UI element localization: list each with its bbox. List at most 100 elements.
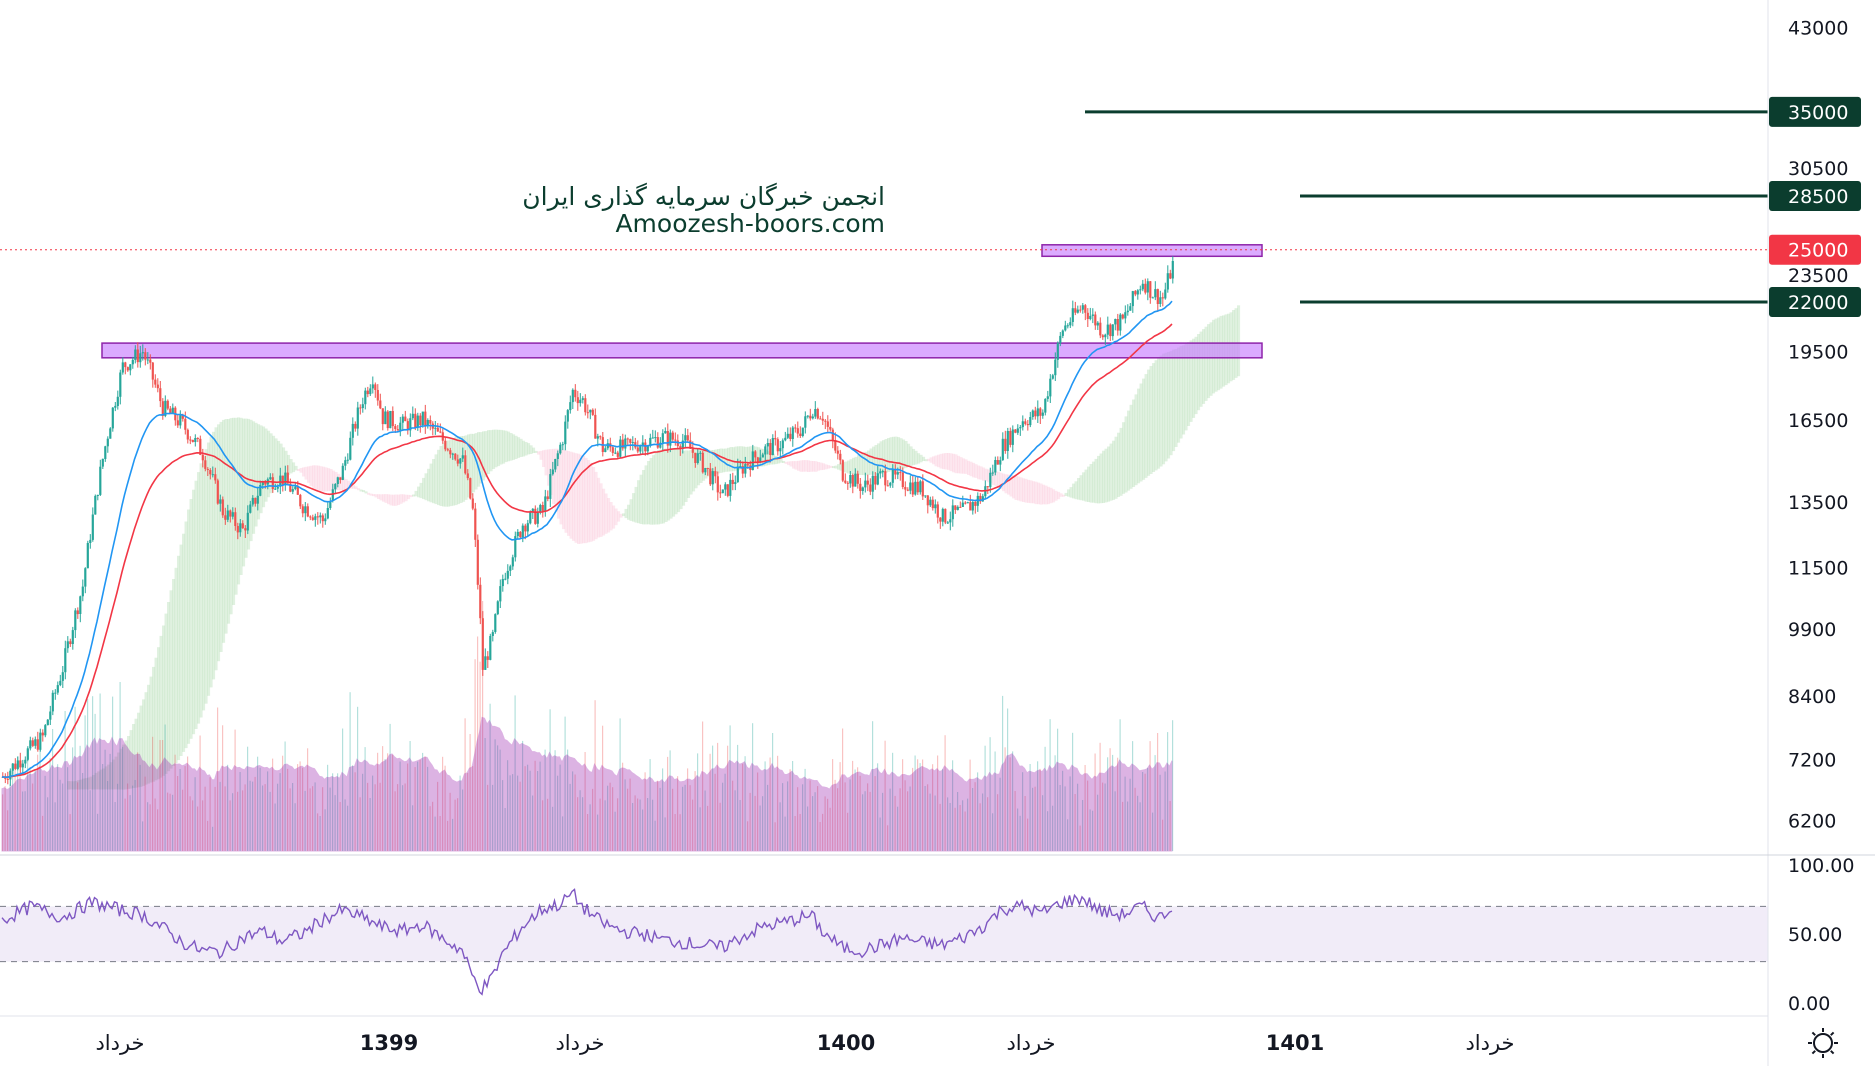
candle-body bbox=[466, 473, 469, 479]
candle-body bbox=[1059, 335, 1062, 344]
volume-bar bbox=[799, 814, 801, 851]
cloud-segment bbox=[689, 450, 693, 495]
volume-bar bbox=[237, 791, 239, 851]
candle-body bbox=[9, 770, 12, 780]
volume-bar bbox=[127, 783, 129, 851]
volume-bar bbox=[22, 791, 24, 851]
candle-body bbox=[926, 495, 929, 506]
candle-body bbox=[206, 469, 209, 470]
candle-body bbox=[1049, 378, 1052, 397]
cloud-segment bbox=[812, 461, 816, 472]
cloud-segment bbox=[664, 448, 668, 522]
cloud-segment bbox=[1059, 493, 1063, 497]
cloud-segment bbox=[587, 460, 591, 543]
cloud-segment bbox=[512, 434, 516, 460]
candle-body bbox=[24, 759, 27, 764]
volume-bar bbox=[782, 783, 784, 851]
time-axis[interactable]: خرداد 1399 خرداد 1400 خرداد 1401 خرداد bbox=[95, 1031, 1514, 1055]
volume-bar bbox=[459, 775, 461, 851]
settings-icon[interactable] bbox=[1808, 1028, 1838, 1058]
volume-bar bbox=[542, 800, 544, 851]
cloud-segment bbox=[1069, 487, 1073, 498]
candle-body bbox=[211, 474, 214, 476]
volume-bar bbox=[594, 700, 596, 851]
cloud-segment bbox=[902, 439, 906, 469]
volume-bar bbox=[154, 798, 156, 851]
cloud-segment bbox=[332, 470, 336, 491]
volume-bar bbox=[687, 768, 689, 851]
candle-body bbox=[474, 508, 477, 540]
volume-bar bbox=[974, 782, 976, 851]
candle-body bbox=[1094, 314, 1097, 326]
cloud-segment bbox=[677, 449, 681, 513]
cloud-segment bbox=[442, 443, 446, 507]
candle-body bbox=[641, 442, 644, 447]
candle-body bbox=[711, 471, 714, 485]
candle-body bbox=[346, 459, 349, 461]
volume-bar bbox=[37, 754, 39, 851]
candle-body bbox=[1011, 429, 1014, 445]
volume-bar bbox=[1172, 720, 1174, 851]
cloud-segment bbox=[549, 449, 553, 495]
candle-body bbox=[304, 506, 307, 514]
candle-body bbox=[1061, 330, 1064, 336]
candle-body bbox=[854, 473, 857, 487]
cloud-segment bbox=[1122, 422, 1126, 494]
candle-body bbox=[1004, 438, 1007, 451]
cloud-segment bbox=[552, 448, 556, 505]
candle-body bbox=[694, 452, 697, 463]
candle-body bbox=[419, 415, 422, 426]
cloud-segment bbox=[149, 676, 153, 783]
rsi-band bbox=[0, 906, 1768, 962]
candle-body bbox=[996, 460, 999, 465]
candle-body bbox=[54, 692, 57, 694]
volume-bar bbox=[984, 745, 986, 851]
candle-body bbox=[654, 437, 657, 439]
candle-body bbox=[64, 648, 67, 673]
cloud-segment bbox=[924, 459, 928, 462]
cloud-segment bbox=[654, 452, 658, 525]
candle-body bbox=[651, 437, 654, 439]
volume-bar bbox=[767, 784, 769, 851]
zone-box-0[interactable] bbox=[101, 342, 1263, 359]
volume-bar bbox=[1007, 708, 1009, 851]
volume-bar bbox=[649, 759, 651, 851]
candle-body bbox=[1106, 324, 1109, 335]
volume-bar bbox=[249, 780, 251, 851]
volume-bar bbox=[284, 741, 286, 851]
candle-body bbox=[141, 352, 144, 354]
candle-body bbox=[989, 472, 992, 488]
cloud-segment bbox=[1192, 338, 1196, 418]
cloud-segment bbox=[899, 438, 903, 470]
volume-bar bbox=[704, 790, 706, 851]
candle-body bbox=[129, 364, 132, 371]
horizontal-levels[interactable] bbox=[0, 110, 1768, 304]
candle-body bbox=[1151, 297, 1154, 299]
price-axis[interactable]: 43000 30500 23500 19500 16500 13500 11500 9900 8… bbox=[1788, 18, 1848, 833]
candle-body bbox=[514, 536, 517, 558]
candle-body bbox=[871, 475, 874, 492]
volume-bar bbox=[549, 709, 551, 851]
candle-body bbox=[434, 427, 437, 429]
volume-bar bbox=[322, 787, 324, 851]
cloud-segment bbox=[1047, 486, 1051, 505]
zone-box-1[interactable] bbox=[1041, 244, 1263, 258]
candle-body bbox=[789, 433, 792, 439]
candle-body bbox=[491, 632, 494, 636]
volume-bar bbox=[512, 774, 514, 851]
volume-bar bbox=[1067, 819, 1069, 851]
volume-bar bbox=[1059, 785, 1061, 851]
volume-bar bbox=[394, 791, 396, 851]
volume-bar bbox=[612, 787, 614, 851]
candle-body bbox=[1159, 297, 1162, 304]
cloud-segment bbox=[122, 744, 126, 790]
candle-body bbox=[294, 486, 297, 490]
level-tag-28500-label: 28500 bbox=[1788, 186, 1848, 208]
cloud-segment bbox=[1197, 334, 1201, 411]
candle-body bbox=[949, 519, 952, 523]
candle-body bbox=[939, 517, 942, 522]
volume-bar bbox=[219, 781, 221, 851]
candle-body bbox=[134, 349, 137, 360]
cloud-segment bbox=[882, 440, 886, 474]
